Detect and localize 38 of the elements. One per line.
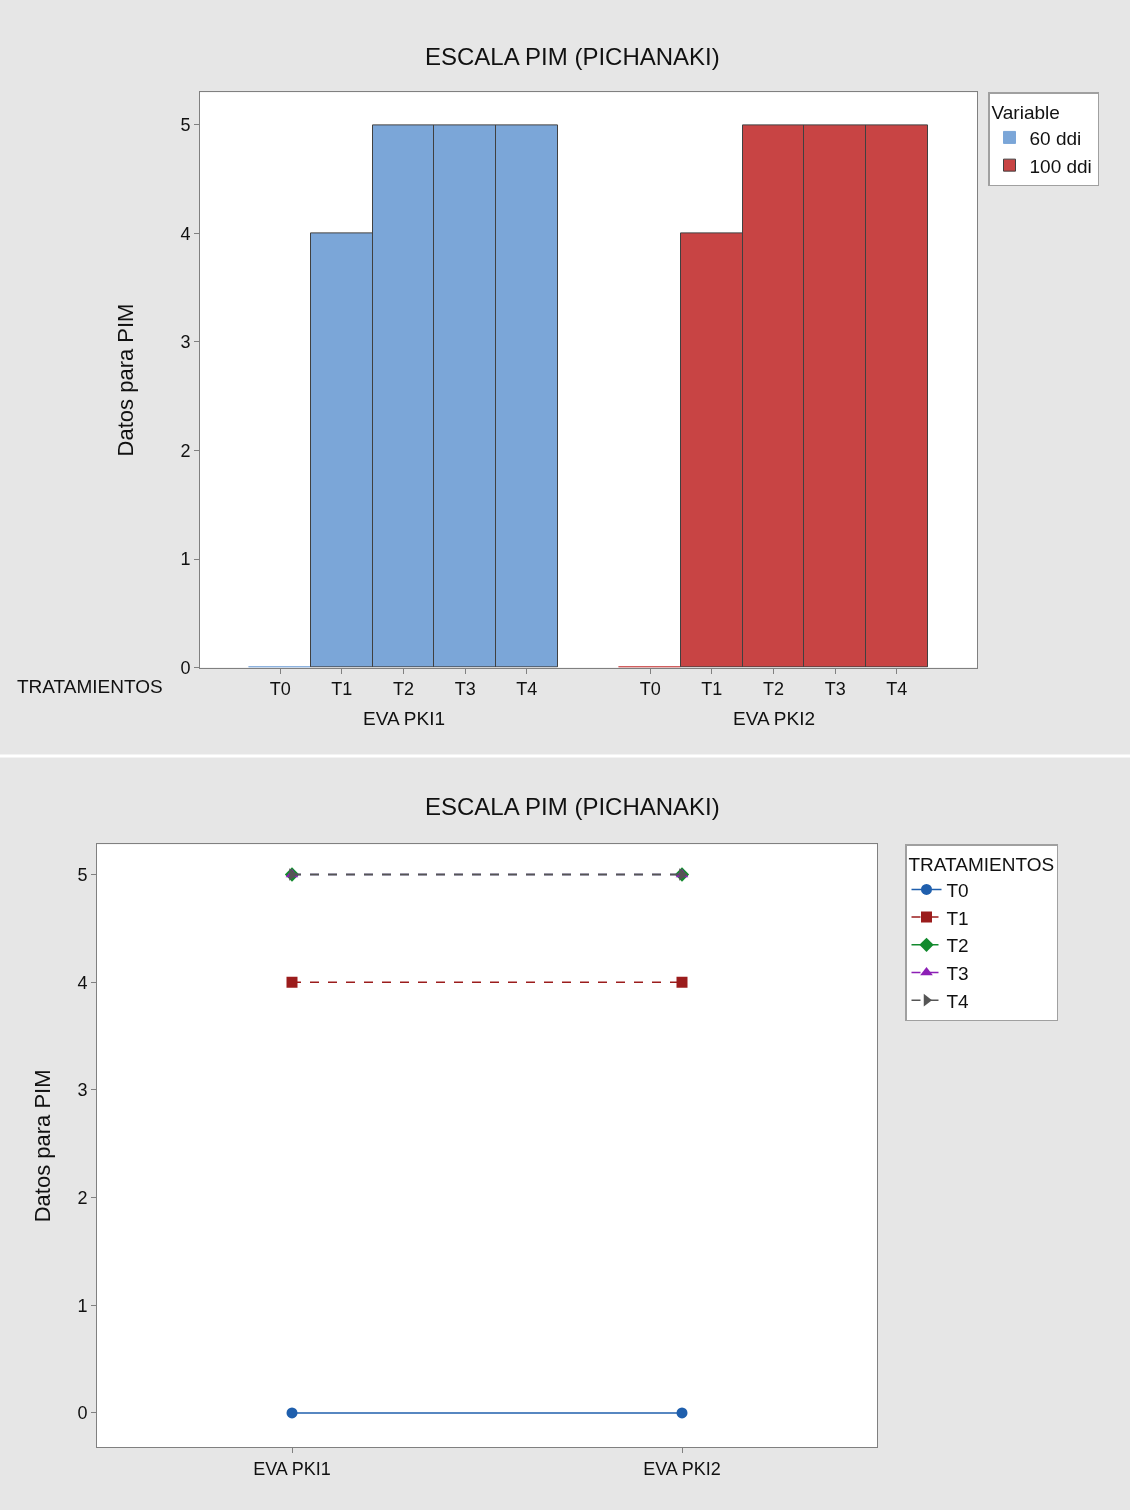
y-tick-label: 5 xyxy=(77,864,88,885)
y-tick-label: 1 xyxy=(77,1295,88,1316)
x-tick-label: T0 xyxy=(639,679,661,700)
chart-title: ESCALA PIM (PICHANAKI) xyxy=(425,793,720,820)
y-tick-label: 3 xyxy=(180,332,191,353)
legend-label: T3 xyxy=(946,962,969,984)
x-tick-label: T0 xyxy=(269,679,291,700)
text: EVA PKI2 xyxy=(733,708,816,729)
legend-title: Variable xyxy=(991,101,1060,123)
x-tick-label: T4 xyxy=(516,679,538,700)
x-tick-label: T3 xyxy=(824,679,846,700)
text: TRATAMIENTOS xyxy=(17,676,163,697)
y-tick-label: 2 xyxy=(77,1187,88,1208)
y-tick-label: 0 xyxy=(180,657,191,678)
legend-label: 60 ddi xyxy=(1029,127,1082,149)
chart-title: ESCALA PIM (PICHANAKI) xyxy=(425,43,720,70)
y-tick-label: 4 xyxy=(77,972,88,993)
legend-label: T4 xyxy=(946,990,970,1012)
y-tick-label: 4 xyxy=(180,223,191,244)
x-tick-label: T1 xyxy=(331,679,353,700)
legend-title: TRATAMIENTOS xyxy=(908,853,1055,875)
x-tick-label: T4 xyxy=(886,679,908,700)
y-axis-title: Datos para PIM xyxy=(30,1069,56,1223)
legend-label: T1 xyxy=(946,907,969,929)
legend-label: T0 xyxy=(946,879,969,901)
x-tick-label: T1 xyxy=(701,679,723,700)
y-tick-label: 5 xyxy=(180,115,191,136)
legend-label: T2 xyxy=(946,935,969,957)
y-tick-label: 2 xyxy=(180,440,191,461)
y-tick-label: 1 xyxy=(180,549,191,570)
x-tick-label: T3 xyxy=(454,679,476,700)
x-tick-label: T2 xyxy=(392,679,415,700)
x-tick-label: T2 xyxy=(762,679,785,700)
y-tick-label: 0 xyxy=(77,1403,88,1424)
legend-label: 100 ddi xyxy=(1029,155,1092,177)
text: EVA PKI1 xyxy=(363,708,446,729)
y-tick-label: 3 xyxy=(77,1080,88,1101)
y-axis-title: Datos para PIM xyxy=(113,303,139,457)
